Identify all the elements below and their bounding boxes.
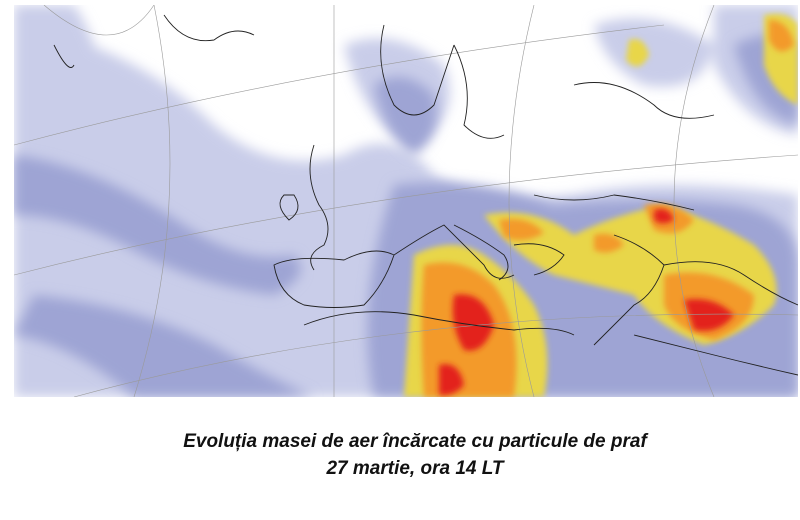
extreme-concentration [439,208,734,396]
map-layers [14,5,798,397]
caption-line: Evoluția masei de aer încărcate cu parti… [183,431,647,452]
coastlines [53,14,798,376]
caption-line: 27 martie, ora 14 LT [326,458,504,479]
graticule [14,5,798,397]
dust-map [14,5,798,397]
